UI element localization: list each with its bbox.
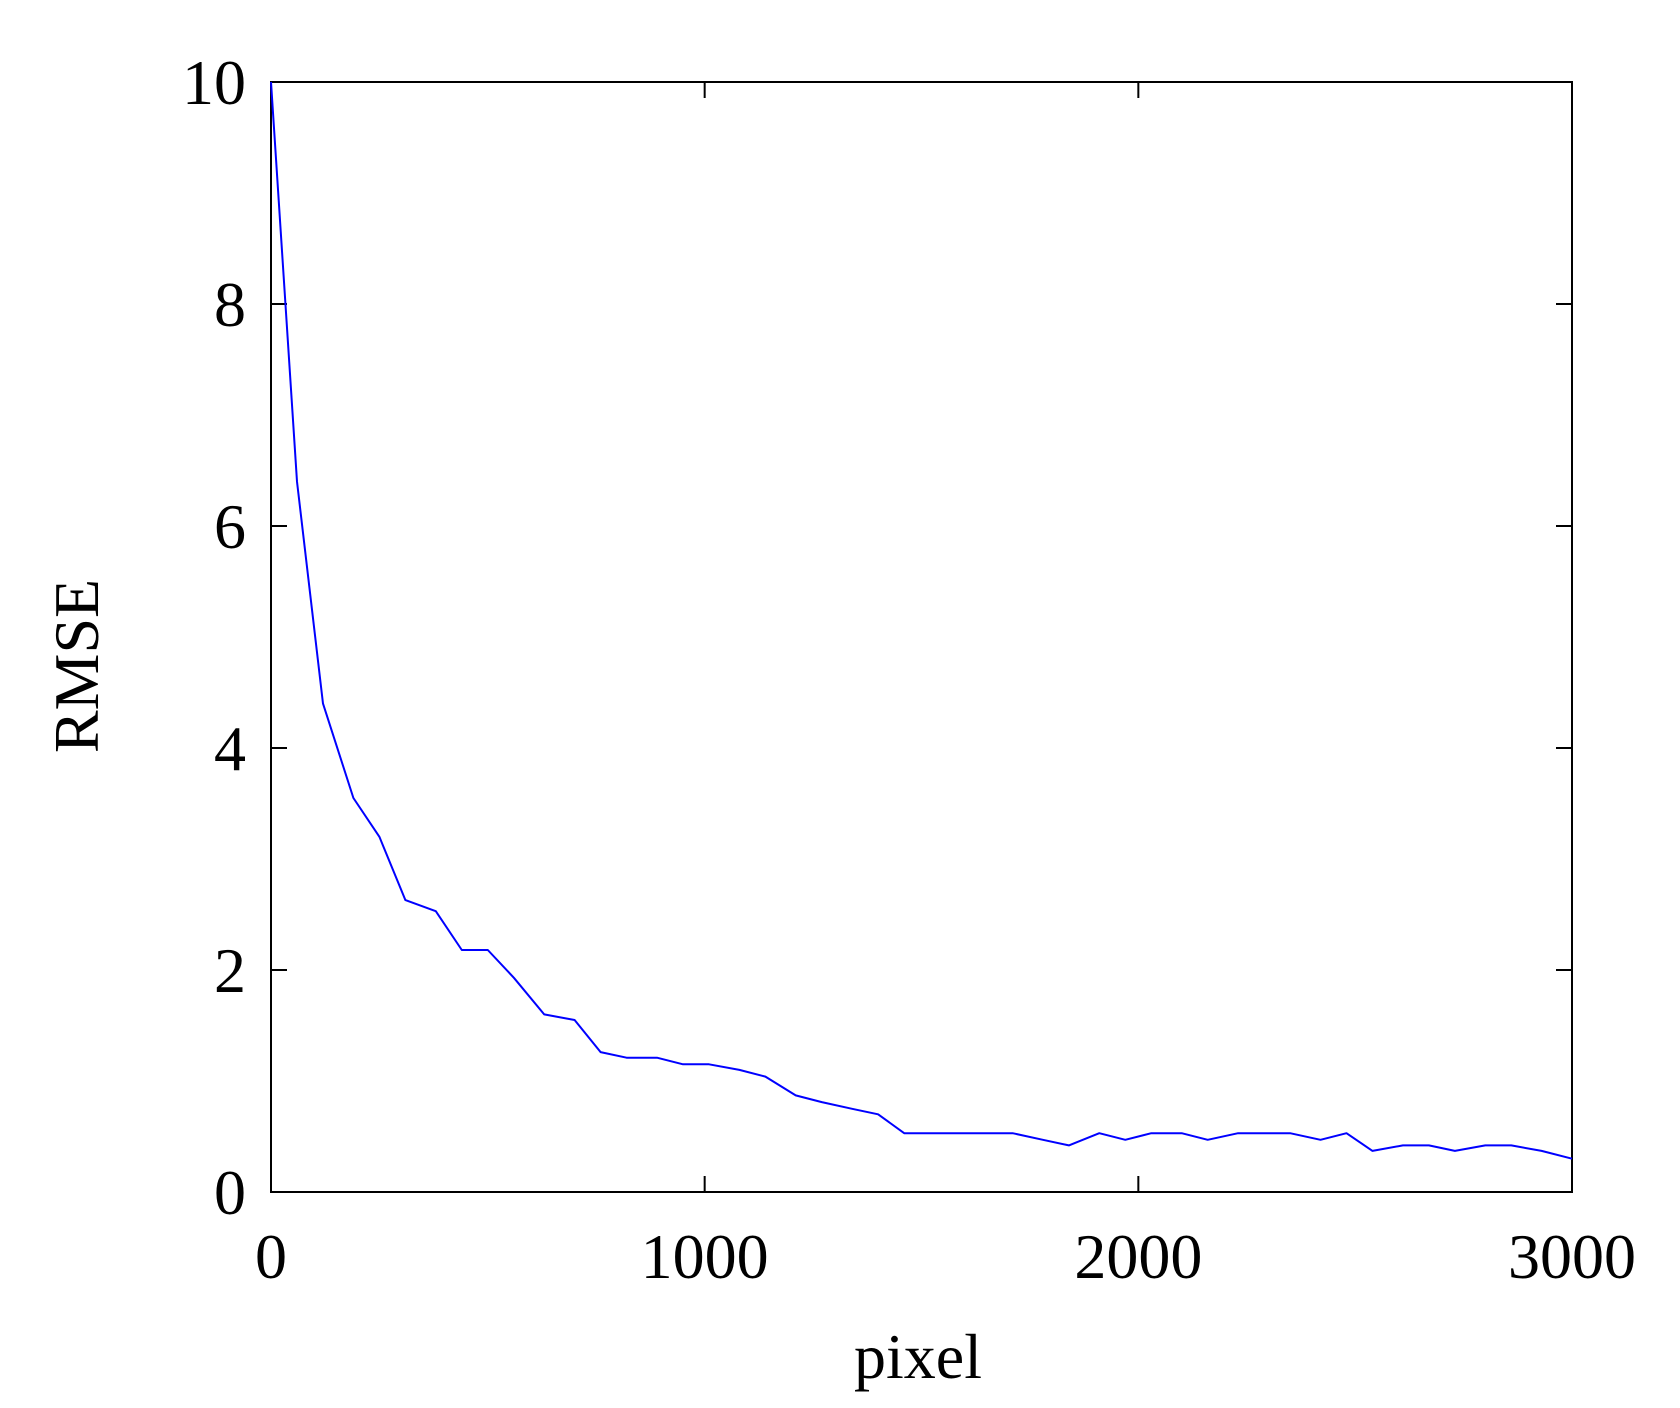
y-tick-label: 4: [214, 713, 246, 784]
y-tick-label: 8: [214, 269, 246, 340]
x-axis-label: pixel: [854, 1321, 982, 1392]
data-series: [270, 81, 1573, 1160]
x-tick-label: 3000: [1508, 1221, 1636, 1292]
x-tick-label: 1000: [641, 1221, 769, 1292]
y-tick-label: 2: [214, 935, 246, 1006]
x-tick-label: 2000: [1074, 1221, 1202, 1292]
y-tick-label: 10: [182, 47, 246, 118]
y-axis-label: RMSE: [41, 579, 112, 753]
y-tick-label: 6: [214, 491, 246, 562]
tick-labels: 0 1000 2000 3000 0 2 4 6 8 10: [182, 47, 1636, 1292]
plot-frame: [270, 81, 1573, 1193]
y-tick-label: 0: [214, 1157, 246, 1228]
plot-border: [270, 81, 1573, 1193]
x-tick-label: 0: [255, 1221, 287, 1292]
axis-ticks: [270, 81, 1573, 1193]
rmse-series-line: [270, 81, 1573, 1160]
